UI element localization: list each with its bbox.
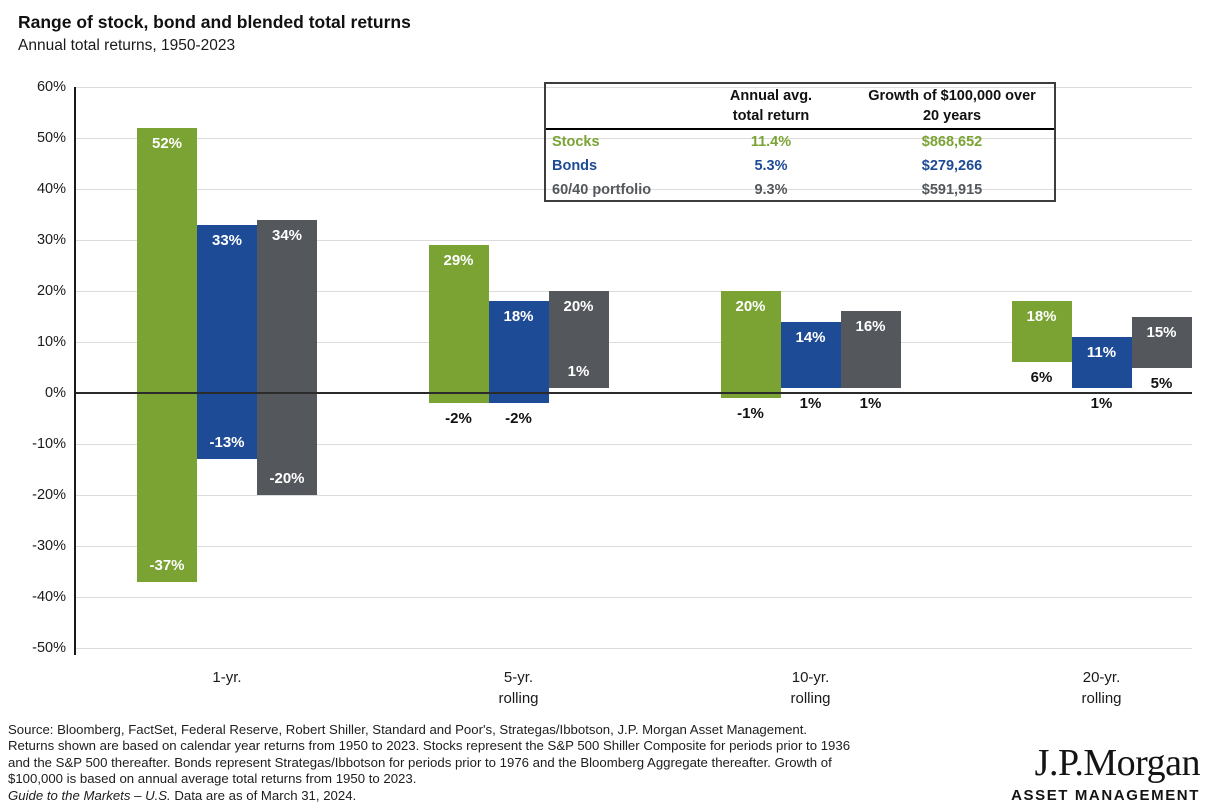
source-line: Returns shown are based on calendar year… <box>8 738 851 754</box>
table-row-6040-avg: 9.3% <box>754 182 788 198</box>
table-row-stocks-avg: 11.4% <box>750 134 792 150</box>
y-tick-label--30: -30% <box>32 538 66 554</box>
bar-label-60-40-portfolio-1-yr-min: -20% <box>269 470 305 487</box>
bar-label-stocks-1-yr-min: -37% <box>149 556 185 574</box>
asset-management-label: ASSET MANAGEMENT <box>1011 787 1200 804</box>
bar-label-bonds-5-yr-rolling-max: 18% <box>503 308 534 326</box>
x-tick-label-1-yr: 1-yr. <box>212 669 242 686</box>
x-tick-label-10-yr-rolling: 10-yr. rolling <box>790 669 831 707</box>
bar-label-stocks-20-yr-rolling-min: 6% <box>1030 369 1053 387</box>
jpmorgan-wordmark: J.P.Morgan <box>1034 742 1201 784</box>
y-tick-label-0: 0% <box>45 385 66 401</box>
bar-60-40-portfolio-5-yr-rolling <box>548 291 609 388</box>
table-row-bonds-avg: 5.3% <box>754 158 788 174</box>
page-title: Range of stock, bond and blended total r… <box>18 12 411 32</box>
y-tick-label-30: 30% <box>36 232 66 248</box>
bar-label-stocks-20-yr-rolling-max: 18% <box>1026 308 1057 326</box>
y-tick-label--50: -50% <box>32 640 66 656</box>
bar-label-60-40-portfolio-5-yr-rolling-max: 20% <box>563 298 594 315</box>
bar-label-stocks-5-yr-rolling-max: 29% <box>443 252 474 270</box>
bar-label-bonds-10-yr-rolling-max: 14% <box>795 328 826 346</box>
jpmorgan-logo: J.P.Morgan ASSET MANAGEMENT <box>1011 743 1200 804</box>
bar-label-bonds-10-yr-rolling-min: 1% <box>799 394 822 412</box>
table-row-stocks-label: Stocks <box>552 134 600 150</box>
table-header-avg-return: Annual avg. total return <box>692 84 850 130</box>
x-tick-label-5-yr-rolling: 5-yr. rolling <box>498 669 539 707</box>
bar-60-40-portfolio-1-yr <box>257 219 317 495</box>
gridline-50 <box>75 137 1192 139</box>
bar-bonds-20-yr-rolling <box>1071 336 1132 388</box>
bar-label-60-40-portfolio-5-yr-rolling-min: 1% <box>567 362 590 380</box>
y-tick-label-40: 40% <box>36 181 66 197</box>
bar-label-stocks-10-yr-rolling-min: -1% <box>737 405 764 423</box>
gridline--20 <box>75 494 1192 496</box>
bar-label-stocks-5-yr-rolling-min: -2% <box>445 410 472 428</box>
bar-stocks-10-yr-rolling <box>720 291 781 399</box>
bar-bonds-1-yr <box>197 224 257 460</box>
bar-60-40-portfolio-10-yr-rolling <box>840 311 901 388</box>
y-axis-line <box>74 87 76 655</box>
gridline-40 <box>75 188 1192 190</box>
y-tick-label--40: -40% <box>32 589 66 605</box>
gridline-10 <box>75 341 1192 343</box>
bar-label-bonds-1-yr-min: -13% <box>209 434 245 452</box>
bar-label-60-40-portfolio-20-yr-rolling-min: 5% <box>1150 374 1173 392</box>
y-tick-label-60: 60% <box>36 79 66 95</box>
y-tick-label-10: 10% <box>36 334 66 350</box>
bar-stocks-1-yr <box>137 127 197 582</box>
gridline--10 <box>75 443 1192 445</box>
bar-label-bonds-1-yr-max: 33% <box>211 231 243 249</box>
bar-label-bonds-20-yr-rolling-min: 1% <box>1090 394 1113 412</box>
bar-label-stocks-10-yr-rolling-max: 20% <box>735 298 766 315</box>
gridline-30 <box>75 239 1192 241</box>
gridline-20 <box>75 290 1192 292</box>
gridline--40 <box>75 596 1192 598</box>
x-tick-label-20-yr-rolling: 20-yr. rolling <box>1081 669 1122 707</box>
table-header-blank <box>546 84 692 130</box>
table-row-bonds-label: Bonds <box>552 158 598 174</box>
source-line-guide: Guide to the Markets – U.S. Data are as … <box>8 788 850 804</box>
gridline-60 <box>75 86 1192 88</box>
zero-axis-line <box>75 392 1192 394</box>
source-note: Source: Bloomberg, FactSet, Federal Rese… <box>8 722 850 804</box>
source-line: and the S&P 500 thereafter. Bonds repres… <box>8 754 832 770</box>
bar-label-stocks-1-yr-max: 52% <box>151 134 183 152</box>
table-row-6040-growth: $591,915 <box>921 182 983 198</box>
bar-label-60-40-portfolio-10-yr-rolling-min: 1% <box>859 394 882 412</box>
y-tick-label--20: -20% <box>32 487 66 503</box>
page-subtitle: Annual total returns, 1950-2023 <box>18 37 236 54</box>
y-tick-label-20: 20% <box>36 283 66 299</box>
y-tick-label-50: 50% <box>36 130 66 146</box>
bar-stocks-20-yr-rolling <box>1011 301 1072 363</box>
bar-bonds-10-yr-rolling <box>780 321 841 388</box>
bar-label-60-40-portfolio-10-yr-rolling-max: 16% <box>855 318 886 336</box>
source-line: $100,000 is based on annual average tota… <box>8 771 417 787</box>
as-of-date: Data are as of March 31, 2024. <box>170 787 357 803</box>
table-row-stocks-growth: $868,652 <box>921 134 983 150</box>
bar-60-40-portfolio-20-yr-rolling <box>1131 316 1192 368</box>
table-row-bonds-growth: $279,266 <box>921 158 983 174</box>
bar-label-60-40-portfolio-20-yr-rolling-max: 15% <box>1146 323 1177 341</box>
bar-label-bonds-5-yr-rolling-min: -2% <box>505 410 532 428</box>
plot-area: 52% -37% 29% -2% 20% -1% 18% 6% 33% -13% 18% -2% 14%… <box>74 86 1192 655</box>
bar-label-bonds-20-yr-rolling-max: 11% <box>1086 343 1117 361</box>
y-tick-label--10: -10% <box>32 436 66 452</box>
gridline--30 <box>75 545 1192 547</box>
source-line: Source: Bloomberg, FactSet, Federal Rese… <box>8 722 808 737</box>
table-row-6040-label: 60/40 portfolio <box>552 182 652 198</box>
bar-bonds-5-yr-rolling <box>488 301 549 404</box>
summary-table: Annual avg. total return Growth of $100,… <box>544 82 1056 202</box>
guide-to-markets-italic: Guide to the Markets – U.S. <box>8 787 171 803</box>
gridline--50 <box>75 647 1192 649</box>
bar-stocks-5-yr-rolling <box>428 245 489 404</box>
table-header-growth: Growth of $100,000 over 20 years <box>850 84 1054 130</box>
bar-label-60-40-portfolio-1-yr-max: 34% <box>271 226 303 244</box>
